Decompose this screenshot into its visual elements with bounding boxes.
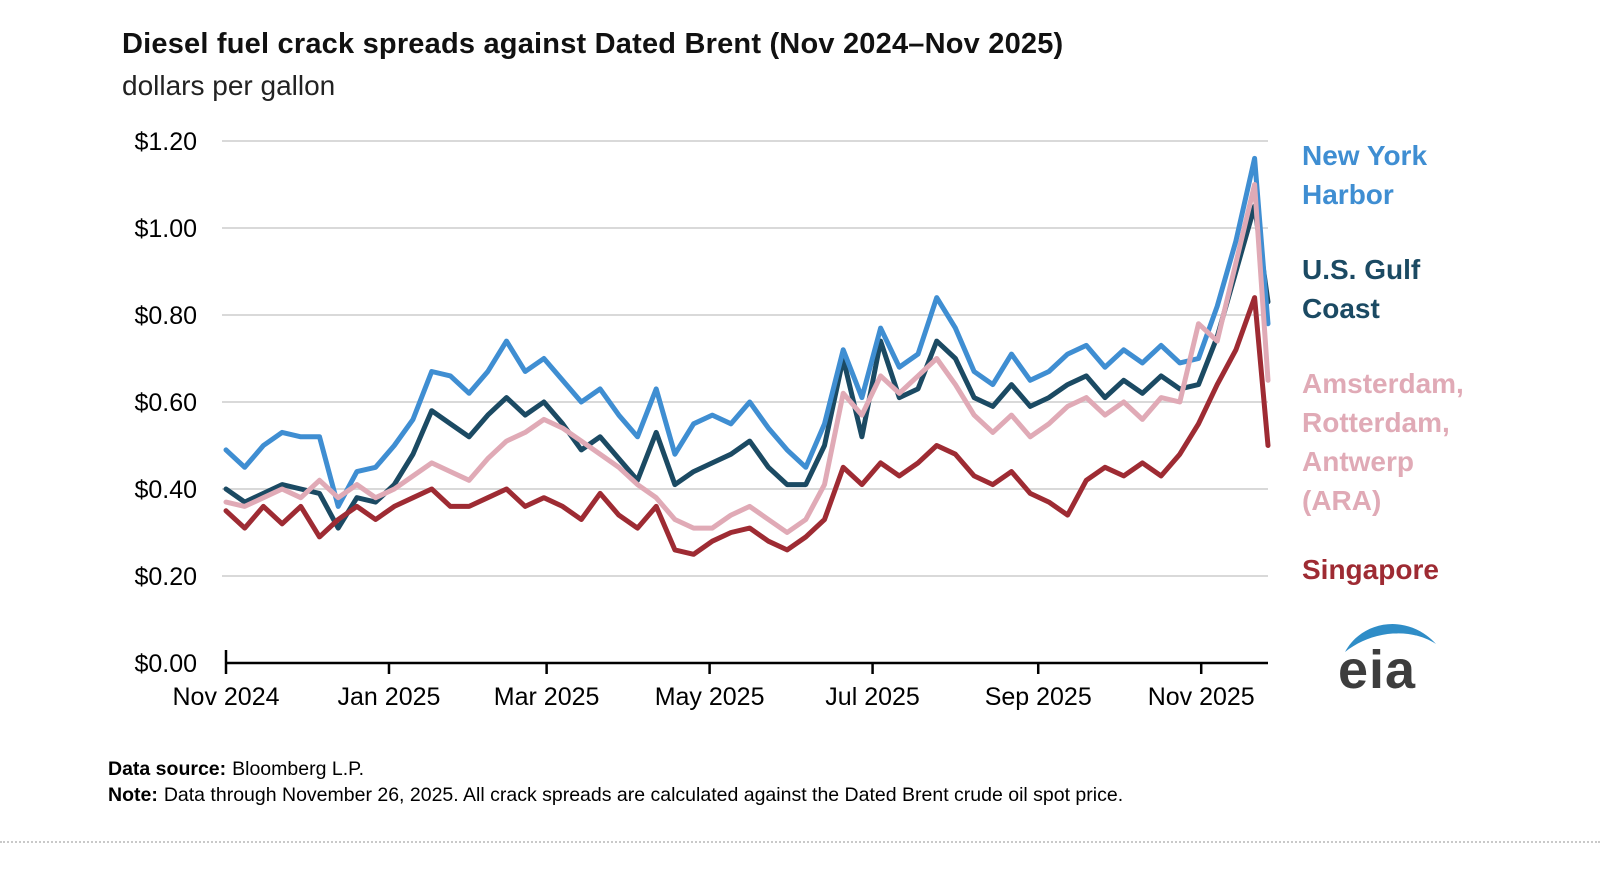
y-tick-label: $0.20 xyxy=(134,563,197,591)
x-tick-label: Sep 2025 xyxy=(985,683,1092,711)
eia-logo-text: eia xyxy=(1338,640,1416,700)
series-line-us-gulf-coast xyxy=(223,203,1271,531)
chart-footnotes: Data source: Bloomberg L.P. Note: Data thr… xyxy=(108,756,1123,808)
legend-item-ara: Amsterdam, Rotterdam, Antwerp (ARA) xyxy=(1302,364,1532,520)
legend-item-us-gulf-coast: U.S. Gulf Coast xyxy=(1302,250,1532,328)
legend-label: Singapore xyxy=(1302,554,1439,585)
legend-label: Antwerp xyxy=(1302,446,1414,477)
legend-label: (ARA) xyxy=(1302,485,1382,516)
series-line-ara xyxy=(223,182,1271,535)
legend-label: Rotterdam, xyxy=(1302,407,1450,438)
x-tick-label: Nov 2025 xyxy=(1148,683,1255,711)
y-tick-label: $1.20 xyxy=(134,128,197,156)
series-line-singapore xyxy=(223,295,1271,557)
eia-logo-graphic: eia xyxy=(1338,624,1436,700)
divider-dotted xyxy=(0,841,1600,843)
chart-subtitle: dollars per gallon xyxy=(122,70,336,101)
x-tick-label: Nov 2024 xyxy=(172,683,279,711)
legend-label: U.S. Gulf xyxy=(1302,254,1421,285)
x-tick-label: Mar 2025 xyxy=(494,683,600,711)
y-tick-label: $0.80 xyxy=(134,302,197,330)
x-tick-label: Jul 2025 xyxy=(825,683,920,711)
data-source-line: Data source: Bloomberg L.P. xyxy=(108,756,1123,782)
x-tick-label: Jan 2025 xyxy=(338,683,441,711)
legend-item-singapore: Singapore xyxy=(1302,550,1532,589)
y-tick-label: $1.00 xyxy=(134,215,197,243)
legend-label: New York xyxy=(1302,140,1428,171)
eia-logo: eia xyxy=(1332,616,1450,707)
data-source-label: Data source: xyxy=(108,758,227,780)
legend-label: Harbor xyxy=(1302,179,1394,210)
note-line: Note: Data through November 26, 2025. All… xyxy=(108,782,1123,808)
data-source-text: Bloomberg L.P. xyxy=(232,758,365,780)
y-tick-label: $0.00 xyxy=(134,650,197,678)
chart-title: Diesel fuel crack spreads against Dated … xyxy=(122,28,1064,60)
y-tick-label: $0.60 xyxy=(134,389,197,417)
x-tick-label: May 2025 xyxy=(655,683,765,711)
legend-item-new-york-harbor: New York Harbor xyxy=(1302,136,1532,214)
note-text: Data through November 26, 2025. All crac… xyxy=(163,784,1124,806)
eia-logo-swoosh xyxy=(1345,624,1436,652)
note-label: Note: xyxy=(108,784,158,806)
series-line-new-york-harbor xyxy=(223,155,1271,509)
y-tick-label: $0.40 xyxy=(134,476,197,504)
legend-label: Coast xyxy=(1302,293,1380,324)
legend-label: Amsterdam, xyxy=(1302,368,1464,399)
